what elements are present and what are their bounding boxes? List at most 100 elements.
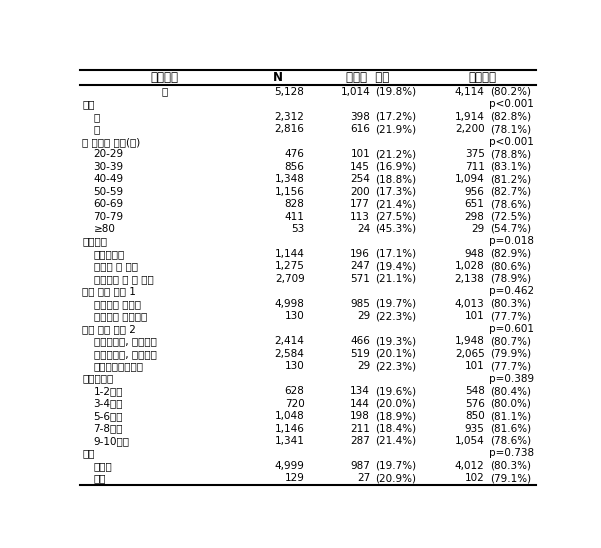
Text: 200: 200 (350, 186, 370, 197)
Text: (18.8%): (18.8%) (375, 174, 416, 184)
Text: (19.7%): (19.7%) (375, 461, 416, 471)
Text: 계: 계 (161, 87, 168, 96)
Text: 행정구역 도 및 제주: 행정구역 도 및 제주 (94, 274, 153, 284)
Text: 암 진단시 연령(세): 암 진단시 연령(세) (82, 136, 140, 147)
Text: 1,048: 1,048 (275, 411, 305, 421)
Text: 2,709: 2,709 (275, 274, 305, 284)
Text: (19.3%): (19.3%) (375, 336, 416, 346)
Text: (27.5%): (27.5%) (375, 212, 416, 221)
Text: (20.1%): (20.1%) (375, 349, 416, 359)
Text: 건강보험료: 건강보험료 (82, 374, 113, 384)
Text: 1,028: 1,028 (455, 261, 484, 271)
Text: 375: 375 (465, 149, 484, 159)
Text: (21.2%): (21.2%) (375, 149, 416, 159)
Text: 828: 828 (285, 199, 305, 209)
Text: (22.3%): (22.3%) (375, 311, 416, 321)
Text: p<0.001: p<0.001 (489, 136, 534, 147)
Text: 144: 144 (350, 398, 370, 409)
Text: 2,414: 2,414 (275, 336, 305, 346)
Text: 60-69: 60-69 (94, 199, 124, 209)
Text: (19.4%): (19.4%) (375, 261, 416, 271)
Text: 129: 129 (285, 473, 305, 483)
Text: 29: 29 (357, 311, 370, 321)
Text: 서울특별시: 서울특별시 (94, 249, 125, 259)
Text: (18.4%): (18.4%) (375, 424, 416, 433)
Text: 장애: 장애 (82, 448, 94, 459)
Text: 비장애: 비장애 (94, 461, 112, 471)
Text: 1,341: 1,341 (275, 436, 305, 446)
Text: 2,584: 2,584 (275, 349, 305, 359)
Text: (83.1%): (83.1%) (490, 162, 531, 172)
Text: 411: 411 (285, 212, 305, 221)
Text: 70-79: 70-79 (94, 212, 124, 221)
Text: (80.6%): (80.6%) (490, 261, 531, 271)
Text: 지역가입자, 건강보험: 지역가입자, 건강보험 (94, 336, 156, 346)
Text: 850: 850 (465, 411, 484, 421)
Text: (21.1%): (21.1%) (375, 274, 416, 284)
Text: (18.9%): (18.9%) (375, 411, 416, 421)
Text: p=0.462: p=0.462 (489, 287, 534, 296)
Text: 211: 211 (350, 424, 370, 433)
Text: (17.2%): (17.2%) (375, 112, 416, 122)
Text: (20.0%): (20.0%) (375, 398, 416, 409)
Text: (80.3%): (80.3%) (490, 461, 531, 471)
Text: (77.7%): (77.7%) (490, 361, 531, 371)
Text: 101: 101 (465, 311, 484, 321)
Text: 40-49: 40-49 (94, 174, 124, 184)
Text: 3-4분위: 3-4분위 (94, 398, 123, 409)
Text: (21.4%): (21.4%) (375, 436, 416, 446)
Text: 4,998: 4,998 (275, 299, 305, 309)
Text: 1-2분위: 1-2분위 (94, 386, 123, 396)
Text: 의료급여수급권자: 의료급여수급권자 (94, 361, 144, 371)
Text: 27: 27 (357, 473, 370, 483)
Text: 1,144: 1,144 (275, 249, 305, 259)
Text: 2,138: 2,138 (455, 274, 484, 284)
Text: 651: 651 (465, 199, 484, 209)
Text: p=0.738: p=0.738 (489, 448, 534, 459)
Text: 성별: 성별 (82, 99, 94, 109)
Text: 1,348: 1,348 (275, 174, 305, 184)
Text: 4,999: 4,999 (275, 461, 305, 471)
Text: 1,275: 1,275 (275, 261, 305, 271)
Text: (81.1%): (81.1%) (490, 411, 531, 421)
Text: 20-29: 20-29 (94, 149, 124, 159)
Text: 1,054: 1,054 (455, 436, 484, 446)
Text: (54.7%): (54.7%) (490, 224, 531, 234)
Text: 720: 720 (285, 398, 305, 409)
Text: 113: 113 (350, 212, 370, 221)
Text: 1,094: 1,094 (455, 174, 484, 184)
Text: 30-39: 30-39 (94, 162, 124, 172)
Text: 254: 254 (350, 174, 370, 184)
Text: 7-8분위: 7-8분위 (94, 424, 123, 433)
Text: 29: 29 (471, 224, 484, 234)
Text: (17.3%): (17.3%) (375, 186, 416, 197)
Text: (80.2%): (80.2%) (490, 87, 531, 96)
Text: 856: 856 (285, 162, 305, 172)
Text: 398: 398 (350, 112, 370, 122)
Text: 177: 177 (350, 199, 370, 209)
Text: 711: 711 (465, 162, 484, 172)
Text: 1,156: 1,156 (275, 186, 305, 197)
Text: (82.7%): (82.7%) (490, 186, 531, 197)
Text: 145: 145 (350, 162, 370, 172)
Text: 의료급여 수급권자: 의료급여 수급권자 (94, 311, 147, 321)
Text: (81.2%): (81.2%) (490, 174, 531, 184)
Text: ≥80: ≥80 (94, 224, 115, 234)
Text: 519: 519 (350, 349, 370, 359)
Text: 628: 628 (285, 386, 305, 396)
Text: (78.1%): (78.1%) (490, 124, 531, 134)
Text: 독립변수: 독립변수 (150, 71, 178, 84)
Text: (78.9%): (78.9%) (490, 274, 531, 284)
Text: N: N (273, 71, 283, 84)
Text: (77.7%): (77.7%) (490, 311, 531, 321)
Text: p<0.001: p<0.001 (489, 99, 534, 109)
Text: 4,013: 4,013 (455, 299, 484, 309)
Text: (45.3%): (45.3%) (375, 224, 416, 234)
Text: 1,146: 1,146 (275, 424, 305, 433)
Text: p=0.389: p=0.389 (489, 374, 534, 384)
Text: 101: 101 (350, 149, 370, 159)
Text: 948: 948 (465, 249, 484, 259)
Text: 9-10분위: 9-10분위 (94, 436, 130, 446)
Text: (21.4%): (21.4%) (375, 199, 416, 209)
Text: 576: 576 (465, 398, 484, 409)
